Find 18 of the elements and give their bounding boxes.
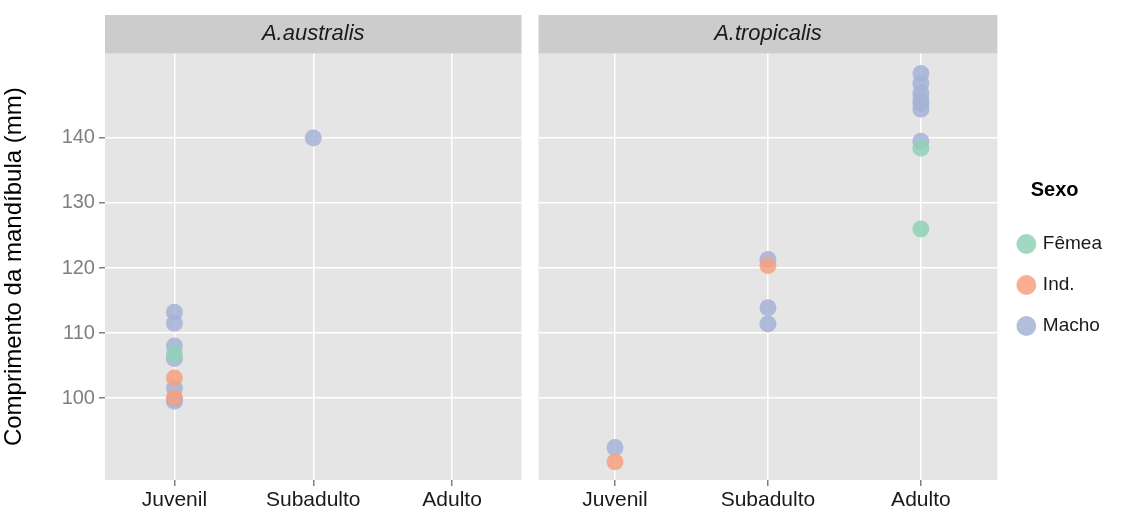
legend-label: Fêmea bbox=[1042, 232, 1103, 254]
y-tick-label: 100 bbox=[61, 385, 95, 408]
legend-label: Macho bbox=[1042, 314, 1100, 336]
y-axis-title: Comprimento da mandíbula (mm) bbox=[0, 87, 27, 447]
y-tick-label: 130 bbox=[61, 190, 95, 213]
chart-title: A.tropicalis bbox=[712, 20, 822, 46]
x-tick-label: Juvenil bbox=[141, 487, 208, 511]
x-tick-label: Subadulto bbox=[265, 487, 361, 511]
x-tick-label: Adulto bbox=[422, 487, 482, 511]
x-tick-label: Adulto bbox=[891, 487, 951, 511]
legend-title: Sexo bbox=[1030, 178, 1079, 201]
chart-title: A.australis bbox=[259, 20, 365, 46]
legend-label: Ind. bbox=[1042, 273, 1075, 295]
x-tick-label: Subadulto bbox=[720, 487, 816, 511]
y-tick-label: 120 bbox=[61, 255, 95, 278]
y-tick-label: 110 bbox=[63, 320, 95, 343]
x-tick-label: Juvenil bbox=[582, 487, 648, 511]
y-tick-label: 140 bbox=[61, 125, 95, 148]
